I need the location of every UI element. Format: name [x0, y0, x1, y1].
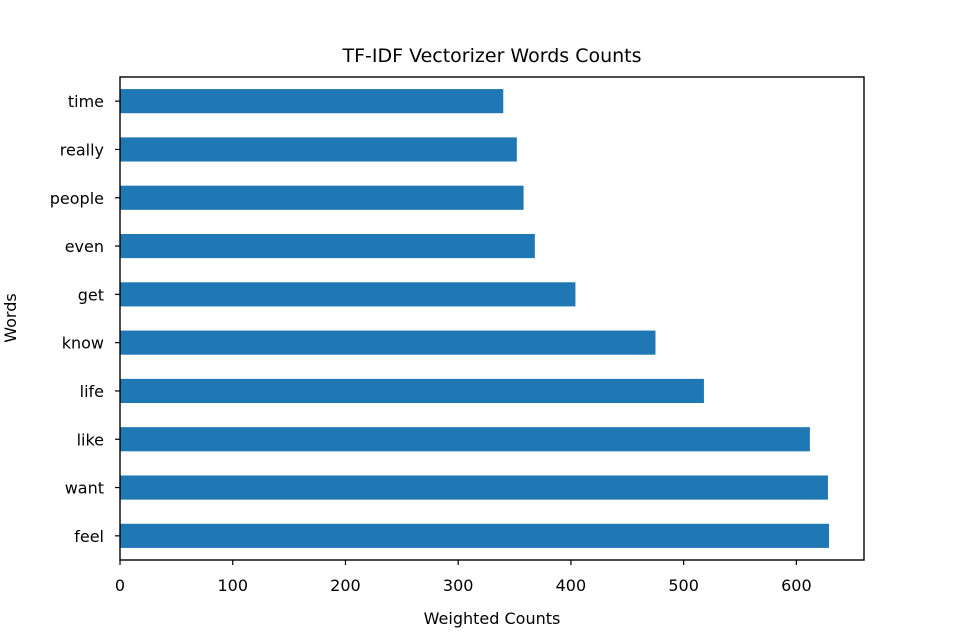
- x-tick-label: 100: [217, 576, 248, 595]
- y-tick-label: people: [50, 189, 104, 208]
- x-tick-label: 0: [115, 576, 125, 595]
- bar-life: [120, 378, 704, 404]
- bar-really: [120, 137, 517, 162]
- bar-feel: [120, 523, 830, 548]
- x-tick-label: 600: [781, 576, 812, 595]
- y-tick-label: even: [65, 237, 104, 256]
- x-axis-label: Weighted Counts: [424, 609, 561, 628]
- x-tick-label: 400: [556, 576, 587, 595]
- bar-time: [120, 89, 504, 114]
- bars-group: [120, 89, 830, 548]
- y-tick-label: want: [65, 479, 104, 498]
- x-ticks-group: 0 100 200 300 400 500 600: [115, 560, 812, 595]
- plot-frame: [119, 76, 865, 561]
- y-tick-label: know: [62, 334, 104, 353]
- bar-want: [120, 475, 828, 500]
- y-tick-label: life: [80, 382, 104, 401]
- y-tick-label: really: [60, 140, 104, 159]
- x-tick-label: 500: [668, 576, 699, 595]
- bar-people: [120, 185, 524, 210]
- y-tick-label: get: [78, 285, 104, 304]
- x-tick-label: 300: [443, 576, 474, 595]
- y-tick-label: feel: [74, 527, 104, 546]
- bar-even: [120, 233, 535, 259]
- y-tick-label: like: [77, 430, 104, 449]
- y-ticks-group: feel want like life know get even people really t…: [50, 92, 120, 546]
- bar-like: [120, 427, 810, 452]
- x-tick-label: 200: [330, 576, 361, 595]
- bar-know: [120, 330, 656, 355]
- bar-get: [120, 282, 576, 307]
- y-tick-label: time: [68, 92, 104, 111]
- chart-title: TF-IDF Vectorizer Words Counts: [341, 45, 641, 67]
- y-axis-label: Words: [1, 293, 20, 342]
